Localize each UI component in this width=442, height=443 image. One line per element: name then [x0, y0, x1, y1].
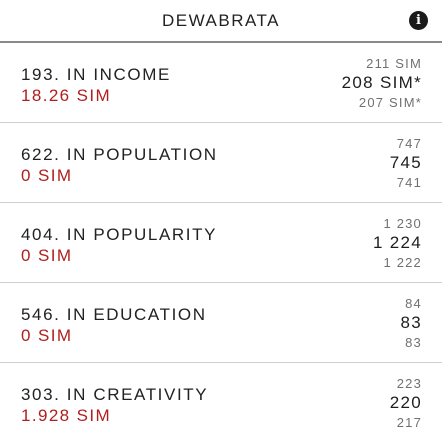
ranking-row-income[interactable]: 193. IN INCOME 18.26 SIM 211 SIM 208 SIM… — [0, 43, 442, 123]
current-value: 208 SIM* — [341, 73, 422, 92]
rank-value: 0 SIM — [21, 166, 73, 185]
header: DEWABRATA i — [0, 0, 442, 43]
below-value: 217 — [396, 415, 422, 430]
neighbor-values: 747 745 741 — [390, 135, 422, 191]
rank-value: 18.26 SIM — [21, 86, 112, 105]
current-value: 1 224 — [372, 233, 422, 252]
rank-label: 622. IN POPULATION — [21, 145, 218, 164]
current-value: 220 — [389, 393, 422, 412]
rank-label: 546. IN EDUCATION — [21, 305, 207, 324]
neighbor-values: 223 220 217 — [390, 375, 422, 431]
ranking-row-creativity[interactable]: 303. IN CREATIVITY 1.928 SIM 223 220 217 — [0, 363, 442, 443]
rank-value: 0 SIM — [21, 246, 73, 265]
above-value: 84 — [405, 296, 422, 311]
ranking-info: 404. IN POPULARITY 0 SIM — [21, 224, 217, 266]
above-value: 1 230 — [383, 216, 422, 231]
rank-label: 193. IN INCOME — [21, 65, 171, 84]
neighbor-values: 1 230 1 224 1 222 — [373, 215, 422, 271]
ranking-row-popularity[interactable]: 404. IN POPULARITY 0 SIM 1 230 1 224 1 2… — [0, 203, 442, 283]
current-value: 83 — [400, 313, 422, 332]
neighbor-values: 211 SIM 208 SIM* 207 SIM* — [342, 55, 422, 111]
below-value: 207 SIM* — [358, 95, 422, 110]
ranking-info: 546. IN EDUCATION 0 SIM — [21, 304, 207, 346]
ranking-list: 193. IN INCOME 18.26 SIM 211 SIM 208 SIM… — [0, 43, 442, 443]
info-icon[interactable]: i — [409, 11, 428, 30]
rank-value: 0 SIM — [21, 326, 73, 345]
ranking-row-population[interactable]: 622. IN POPULATION 0 SIM 747 745 741 — [0, 123, 442, 203]
rank-value: 1.928 SIM — [21, 406, 112, 425]
page-title: DEWABRATA — [161, 10, 281, 30]
ranking-info: 622. IN POPULATION 0 SIM — [21, 144, 218, 186]
above-value: 211 SIM — [366, 56, 422, 71]
below-value: 83 — [405, 335, 422, 350]
neighbor-values: 84 83 83 — [400, 295, 422, 351]
ranking-row-education[interactable]: 546. IN EDUCATION 0 SIM 84 83 83 — [0, 283, 442, 363]
above-value: 223 — [396, 376, 422, 391]
below-value: 741 — [396, 175, 422, 190]
current-value: 745 — [389, 153, 422, 172]
ranking-info: 193. IN INCOME 18.26 SIM — [21, 64, 171, 106]
rank-label: 404. IN POPULARITY — [21, 225, 218, 244]
rank-label: 303. IN CREATIVITY — [21, 385, 209, 404]
below-value: 1 222 — [383, 255, 422, 270]
above-value: 747 — [396, 136, 422, 151]
ranking-info: 303. IN CREATIVITY 1.928 SIM — [21, 384, 208, 426]
